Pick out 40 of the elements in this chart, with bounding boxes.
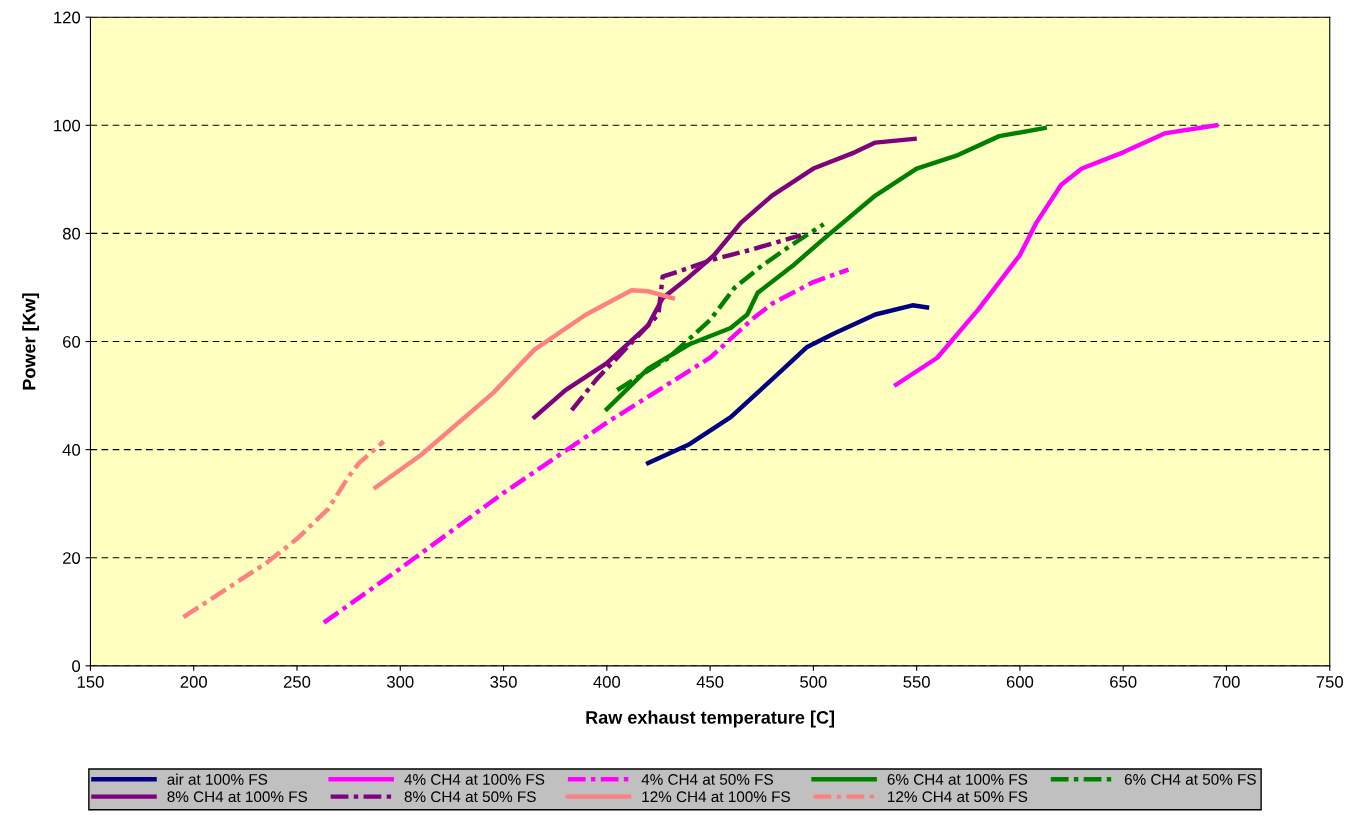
y-tick-label: 80: [62, 227, 81, 240]
x-tick-label: 650: [1110, 676, 1137, 688]
y-tick-label: 20: [63, 552, 81, 564]
legend-label: 6% CH4 at 100% FS: [887, 774, 1028, 785]
line-series: [181, 439, 386, 620]
x-tick-label: 250: [283, 676, 311, 688]
legend-label: 12% CH4 at 50% FS: [888, 791, 1028, 803]
x-axis-title: Raw exhaust temperature [C]: [586, 710, 835, 728]
x-tick-label: 200: [180, 676, 207, 688]
x-tick-label: 600: [1006, 676, 1034, 688]
y-tick-label: 120: [54, 11, 81, 24]
y-tick-label: 100: [54, 119, 81, 132]
line-series: [893, 123, 1219, 387]
line-series: [645, 303, 930, 466]
x-tick-label: 550: [903, 676, 930, 688]
y-tick-label: 40: [62, 444, 81, 456]
x-tick-label: 350: [490, 676, 517, 688]
legend-label: 4% CH4 at 50% FS: [641, 774, 773, 785]
legend-label: 4% CH4 at 100% FS: [404, 774, 545, 785]
line-series: [604, 125, 1047, 412]
legend-label: 8% CH4 at 100% FS: [167, 791, 308, 803]
y-tick-label: 60: [63, 335, 81, 348]
legend-label: 12% CH4 at 100% FS: [642, 791, 790, 803]
x-tick-label: 400: [593, 676, 621, 688]
y-axis-title: Power [Kw]: [22, 293, 40, 390]
line-series: [614, 222, 826, 393]
line-series: [321, 267, 851, 625]
line-series: [373, 287, 676, 490]
x-tick-label: 700: [1213, 676, 1240, 688]
line-series: [569, 232, 804, 413]
x-tick-label: 300: [387, 676, 414, 688]
x-tick-label: 450: [696, 676, 724, 688]
y-tick-label: 0: [72, 660, 81, 673]
x-tick-label: 150: [77, 676, 104, 688]
line-series: [532, 136, 917, 420]
x-tick-label: 750: [1316, 676, 1343, 688]
legend-label: 8% CH4 at 50% FS: [404, 791, 536, 803]
x-tick-label: 500: [800, 676, 827, 688]
legend-label: 6% CH4 at 50% FS: [1124, 774, 1256, 785]
legend-label: air at 100% FS: [167, 773, 268, 785]
